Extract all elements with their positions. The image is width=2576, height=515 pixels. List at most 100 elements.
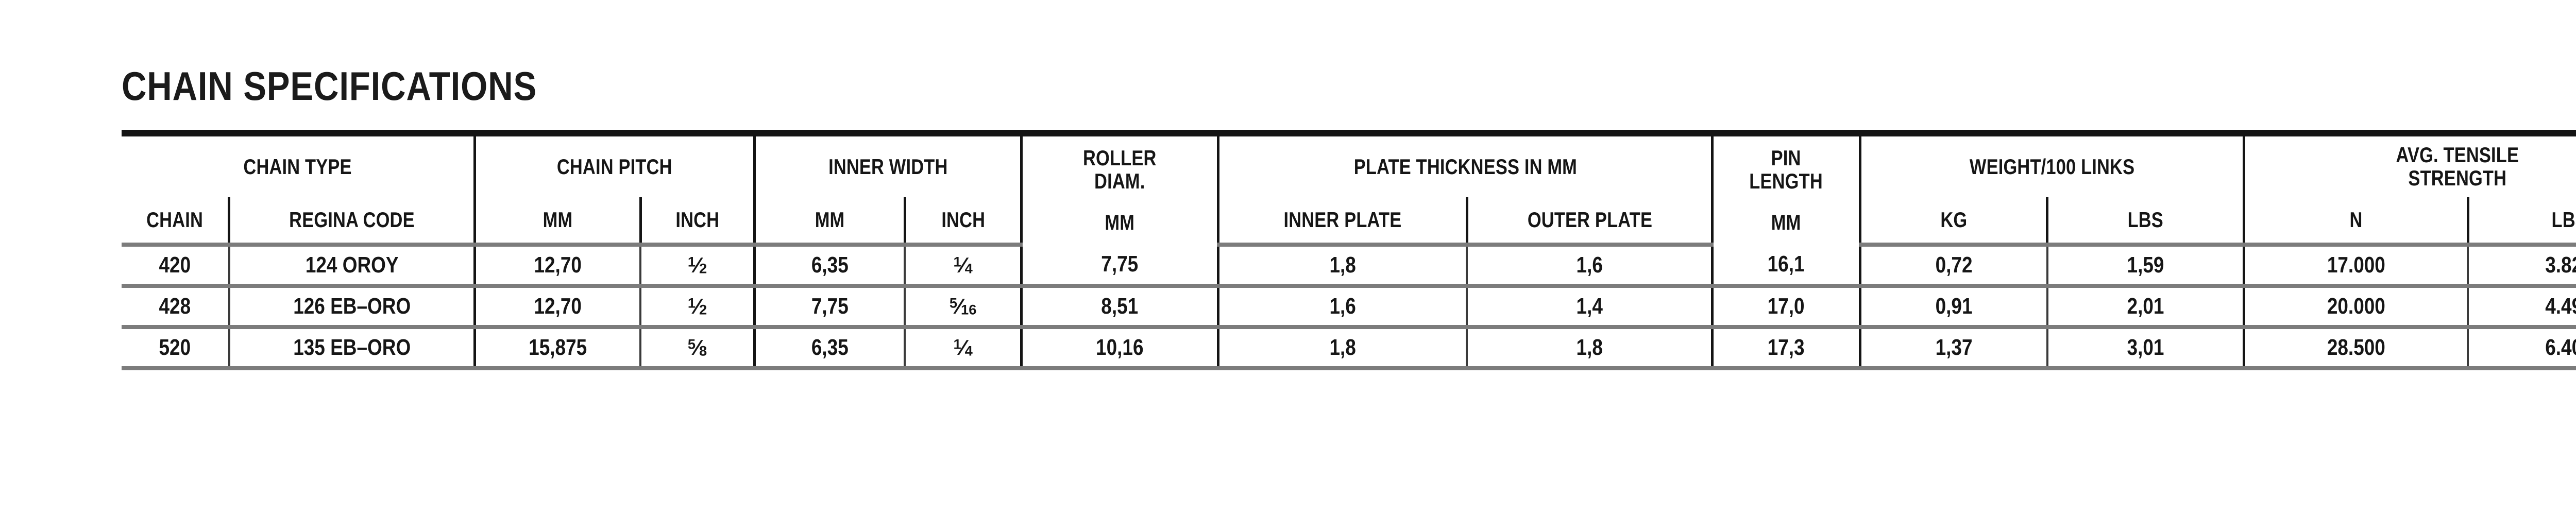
cell-pitch-inch: 5⁄8 xyxy=(639,327,756,370)
group-header-roller-diam-unit: MM xyxy=(1105,210,1135,235)
cell-pitch-inch: 1⁄2 xyxy=(639,286,756,329)
sub-header-chain: CHAIN xyxy=(122,197,231,247)
sub-header-inner-width-mm-label: MM xyxy=(815,207,844,232)
group-header-roller-diam-line2: DIAM. xyxy=(1094,168,1145,193)
fraction-slash: ⁄ xyxy=(696,253,699,277)
cell-regina-code: 124 OROY xyxy=(228,245,477,288)
cell-roller-diam-mm: 8,51 xyxy=(1020,286,1219,329)
cell-weight-kg: 0,72 xyxy=(1858,245,2048,288)
group-header-pin-length-line1: PIN xyxy=(1771,146,1801,170)
table-head: CHAIN TYPE CHAIN PITCH INNER WIDTH ROLLE… xyxy=(122,130,2576,247)
fraction-slash: ⁄ xyxy=(696,335,699,359)
group-header-weight-per-100-links: WEIGHT/100 LINKS xyxy=(1858,130,2245,197)
cell-outer-plate: 1,6 xyxy=(1466,245,1714,288)
cell-inner-width-inch: 1⁄4 xyxy=(904,327,1023,370)
sub-header-outer-plate: OUTER PLATE xyxy=(1465,197,1714,247)
group-header-tensile-line2: STRENGTH xyxy=(2408,166,2506,190)
cell-tensile-lbs: 3.822 xyxy=(2467,245,2576,288)
sub-header-tensile-n-label: N xyxy=(2349,207,2363,232)
sub-header-tensile-lbs-label: LBS xyxy=(2551,207,2576,232)
cell-tensile-lbs: 4.496 xyxy=(2467,286,2576,329)
cell-tensile-n: 17.000 xyxy=(2242,245,2469,288)
sub-header-pitch-mm: MM xyxy=(473,197,642,247)
fraction-denominator: 8 xyxy=(699,342,707,359)
cell-regina-code: 126 EB–ORO xyxy=(228,286,477,329)
cell-inner-width-inch: 5⁄16 xyxy=(904,286,1023,329)
sub-header-inner-plate-label: INNER PLATE xyxy=(1283,207,1402,232)
cell-outer-plate: 1,8 xyxy=(1466,327,1714,370)
cell-tensile-lbs: 6.407 xyxy=(2467,327,2576,370)
fraction-numerator: 1 xyxy=(953,336,961,352)
group-header-pin-length-line2: LENGTH xyxy=(1749,168,1823,193)
cell-tensile-n: 20.000 xyxy=(2242,286,2469,329)
cell-weight-lbs: 1,59 xyxy=(2046,245,2245,288)
fraction-denominator: 4 xyxy=(964,260,973,277)
sub-header-outer-plate-label: OUTER PLATE xyxy=(1527,207,1652,232)
group-header-roller-diam-line1: ROLLER xyxy=(1083,146,1157,170)
sub-header-weight-lbs-label: LBS xyxy=(2127,207,2164,232)
cell-pin-length-mm: 17,3 xyxy=(1711,327,1861,370)
sub-header-inner-width-inch-label: INCH xyxy=(941,207,985,232)
sub-header-weight-kg-label: KG xyxy=(1940,207,1967,232)
group-header-chain-pitch: CHAIN PITCH xyxy=(473,130,756,197)
group-header-inner-width-label: INNER WIDTH xyxy=(828,154,948,179)
cell-pin-length-mm: 16,1 xyxy=(1711,245,1861,288)
cell-chain: 428 xyxy=(122,286,230,329)
fraction-slash: ⁄ xyxy=(961,335,965,359)
group-header-chain-type: CHAIN TYPE xyxy=(122,130,477,197)
sub-header-inner-width-mm: MM xyxy=(753,197,906,247)
fraction-pitch-inch: 5⁄8 xyxy=(688,336,707,359)
cell-roller-diam-mm: 7,75 xyxy=(1020,245,1219,288)
fraction-numerator: 5 xyxy=(949,295,958,311)
group-header-roller-diam: ROLLER DIAM. MM xyxy=(1020,130,1219,245)
fraction-denominator: 2 xyxy=(699,260,707,277)
sub-header-tensile-lbs: LBS xyxy=(2466,197,2576,247)
cell-outer-plate: 1,4 xyxy=(1466,286,1714,329)
fraction-denominator: 2 xyxy=(699,301,707,318)
cell-inner-width-mm: 7,75 xyxy=(753,286,906,329)
fraction-denominator: 16 xyxy=(961,301,977,318)
group-header-chain-type-label: CHAIN TYPE xyxy=(243,154,352,179)
fraction-slash: ⁄ xyxy=(961,253,965,277)
cell-weight-lbs: 2,01 xyxy=(2046,286,2245,329)
cell-inner-width-inch: 1⁄4 xyxy=(904,245,1023,288)
fraction-numerator: 1 xyxy=(687,253,696,270)
group-header-plate-thickness: PLATE THICKNESS IN MM xyxy=(1216,130,1714,197)
fraction-numerator: 1 xyxy=(953,253,961,270)
fraction-numerator: 1 xyxy=(687,295,696,311)
fraction-inner-width-inch: 1⁄4 xyxy=(953,254,972,277)
fraction-inner-width-inch: 5⁄16 xyxy=(950,295,976,318)
cell-regina-code: 135 EB–ORO xyxy=(228,327,477,370)
cell-pitch-mm: 12,70 xyxy=(473,286,642,329)
cell-weight-kg: 0,91 xyxy=(1858,286,2048,329)
group-header-weight-label: WEIGHT/100 LINKS xyxy=(1969,154,2134,179)
cell-inner-plate: 1,6 xyxy=(1216,286,1468,329)
fraction-slash: ⁄ xyxy=(696,294,699,318)
fraction-pitch-inch: 1⁄2 xyxy=(688,295,707,318)
cell-pitch-mm: 12,70 xyxy=(473,245,642,288)
sub-header-pitch-mm-label: MM xyxy=(543,207,573,232)
sub-header-regina-code: REGINA CODE xyxy=(228,197,477,247)
sub-header-row: CHAIN REGINA CODE MM INCH MM INCH xyxy=(122,197,2576,247)
sub-header-inner-plate: INNER PLATE xyxy=(1216,197,1468,247)
fraction-slash: ⁄ xyxy=(957,294,961,318)
chain-specifications-table: CHAIN TYPE CHAIN PITCH INNER WIDTH ROLLE… xyxy=(122,130,2576,370)
cell-pitch-mm: 15,875 xyxy=(473,327,642,370)
page-title: CHAIN SPECIFICATIONS xyxy=(122,63,537,109)
cell-roller-diam-mm: 10,16 xyxy=(1020,327,1219,370)
group-header-plate-thickness-label: PLATE THICKNESS IN MM xyxy=(1353,154,1577,179)
cell-pitch-inch: 1⁄2 xyxy=(639,245,756,288)
sub-header-pitch-inch-label: INCH xyxy=(675,207,720,232)
cell-inner-plate: 1,8 xyxy=(1216,245,1468,288)
table-row: 428 126 EB–ORO 12,70 1⁄2 7,75 5⁄16 8,51 … xyxy=(122,286,2576,329)
table-row: 520 135 EB–ORO 15,875 5⁄8 6,35 1⁄4 10,16… xyxy=(122,327,2576,370)
cell-weight-lbs: 3,01 xyxy=(2046,327,2245,370)
table-body: 420 124 OROY 12,70 1⁄2 6,35 1⁄4 7,75 1,8… xyxy=(122,245,2576,370)
sub-header-tensile-n: N xyxy=(2242,197,2469,247)
sub-header-weight-lbs: LBS xyxy=(2046,197,2245,247)
sub-header-inner-width-inch: INCH xyxy=(903,197,1023,247)
sub-header-weight-kg: KG xyxy=(1858,197,2049,247)
cell-inner-width-mm: 6,35 xyxy=(753,245,906,288)
fraction-pitch-inch: 1⁄2 xyxy=(688,254,707,277)
cell-chain: 420 xyxy=(122,245,230,288)
